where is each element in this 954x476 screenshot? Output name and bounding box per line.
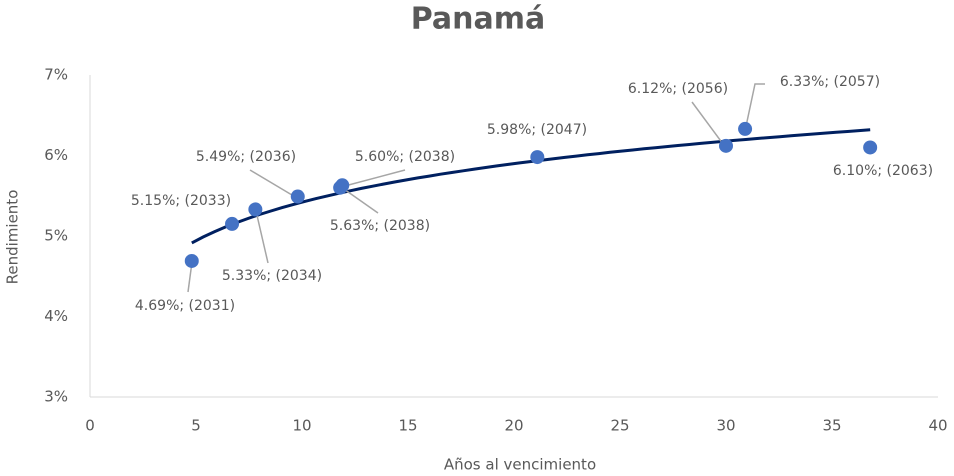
data-label: 5.98%; (2047) bbox=[487, 122, 587, 138]
leader-line bbox=[340, 186, 379, 214]
leader-line bbox=[744, 83, 765, 132]
y-tick-label: 7% bbox=[44, 66, 68, 84]
point bbox=[290, 189, 305, 204]
data-label: 6.33%; (2057) bbox=[780, 74, 880, 90]
x-tick-label: 10 bbox=[292, 417, 311, 435]
point bbox=[335, 178, 350, 193]
data-label: 5.49%; (2036) bbox=[196, 149, 296, 165]
point bbox=[530, 150, 545, 165]
x-axis-label: Años al vencimiento bbox=[444, 456, 596, 474]
x-tick-label: 35 bbox=[822, 417, 841, 435]
data-label: 6.12%; (2056) bbox=[628, 81, 728, 97]
trend-line bbox=[191, 128, 871, 245]
leader-line bbox=[691, 101, 727, 149]
point bbox=[863, 140, 878, 155]
y-tick-label: 5% bbox=[44, 227, 68, 245]
point bbox=[225, 216, 240, 231]
x-tick-label: 15 bbox=[398, 417, 417, 435]
x-tick-label: 20 bbox=[504, 417, 523, 435]
x-tick-label: 0 bbox=[85, 417, 95, 435]
y-tick-label: 6% bbox=[44, 146, 68, 164]
x-tick-label: 40 bbox=[928, 417, 947, 435]
point bbox=[738, 121, 753, 136]
x-tick-label: 30 bbox=[716, 417, 735, 435]
chart-title: Panamá bbox=[411, 2, 546, 37]
y-axis-label: Rendimiento bbox=[4, 190, 22, 285]
data-label: 4.69%; (2031) bbox=[135, 298, 235, 314]
data-label: 5.60%; (2038) bbox=[355, 149, 455, 165]
data-label: 6.10%; (2063) bbox=[833, 163, 933, 179]
data-label: 5.63%; (2038) bbox=[330, 218, 430, 234]
x-tick-label: 5 bbox=[191, 417, 201, 435]
leader-line bbox=[340, 169, 406, 188]
data-label: 5.15%; (2033) bbox=[131, 193, 231, 209]
point bbox=[248, 202, 263, 217]
y-tick-label: 4% bbox=[44, 307, 68, 325]
data-label: 5.33%; (2034) bbox=[222, 268, 322, 284]
leader-line bbox=[249, 169, 298, 199]
x-tick-label: 25 bbox=[610, 417, 629, 435]
point bbox=[184, 253, 199, 268]
y-tick-label: 3% bbox=[44, 388, 68, 406]
leader-line bbox=[255, 210, 269, 264]
point bbox=[719, 138, 733, 153]
